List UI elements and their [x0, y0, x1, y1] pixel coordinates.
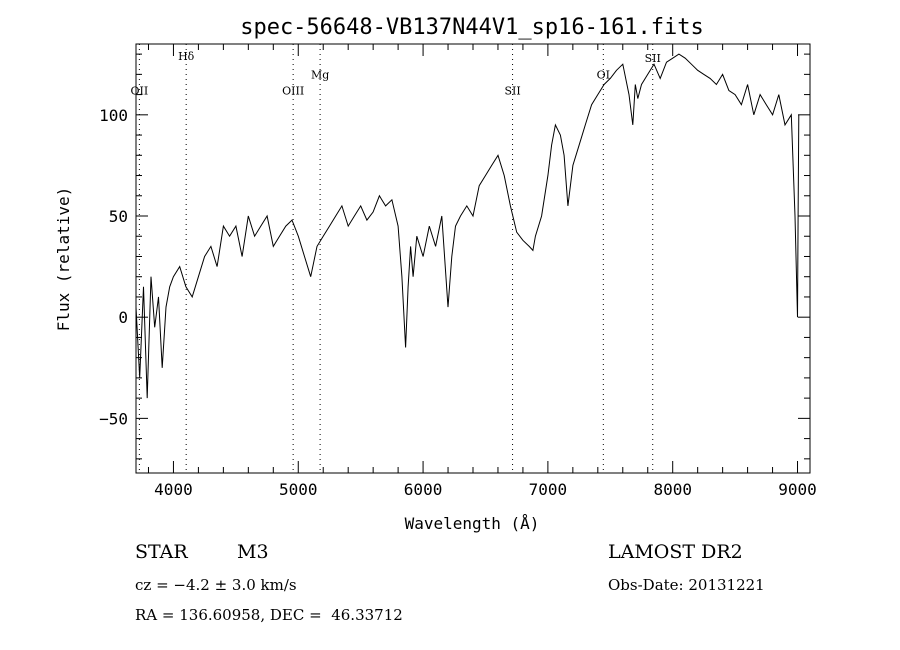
chart-title: spec-56648-VB137N44V1_sp16-161.fits	[240, 15, 704, 40]
obs-date: Obs-Date: 20131221	[608, 576, 765, 594]
cz-value: cz = −4.2 ± 3.0 km/s	[135, 576, 297, 594]
line-marker-label: OI	[597, 68, 610, 81]
object-subclass: M3	[237, 541, 269, 563]
x-tick-label: 7000	[529, 480, 568, 499]
spectrum-line	[135, 53, 800, 399]
x-axis-label: Wavelength (Å)	[405, 514, 540, 533]
line-marker-label: Hδ	[178, 50, 195, 63]
line-marker-label: SII	[504, 85, 520, 98]
axis-ticks	[136, 44, 810, 473]
line-marker-label: SII	[645, 52, 661, 65]
tick-labels: 4000 5000 6000 7000 8000 9000 −50 0 50 100	[99, 106, 817, 499]
y-tick-label: 0	[118, 308, 128, 327]
plot-frame	[135, 43, 811, 474]
line-markers: OII Hδ OIII Mg SII OI SII	[131, 44, 661, 473]
x-tick-label: 4000	[154, 480, 193, 499]
x-tick-label: 9000	[778, 480, 817, 499]
coordinates: RA = 136.60958, DEC = 46.33712	[135, 606, 403, 624]
y-tick-label: −50	[99, 409, 128, 428]
object-class: STAR	[135, 541, 188, 563]
line-marker-label: Mg	[311, 68, 329, 81]
y-tick-label: 50	[109, 207, 128, 226]
survey-name: LAMOST DR2	[608, 541, 743, 563]
line-marker-label: OII	[131, 85, 149, 98]
x-tick-label: 5000	[279, 480, 318, 499]
series-layer	[135, 53, 800, 399]
line-marker-label: OIII	[282, 85, 304, 98]
x-tick-label: 6000	[404, 480, 443, 499]
y-axis-label: Flux (relative)	[54, 187, 73, 332]
x-tick-label: 8000	[653, 480, 692, 499]
y-tick-label: 100	[99, 106, 128, 125]
